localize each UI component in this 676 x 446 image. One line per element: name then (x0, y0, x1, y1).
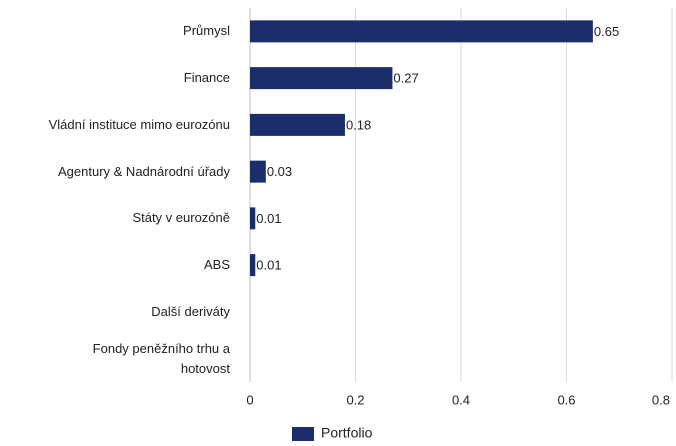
data-label: 0.27 (393, 71, 418, 86)
bar (250, 160, 266, 183)
data-label: 0.18 (346, 117, 371, 132)
data-label: 0.03 (267, 164, 292, 179)
bar (250, 67, 393, 90)
x-tick-label: 0.6 (557, 392, 575, 407)
x-tick-label: 0 (246, 392, 253, 407)
y-tick-label: ABS (203, 257, 230, 273)
y-tick-label: Státy v eurozóně (132, 210, 230, 226)
data-label: 0.01 (256, 211, 281, 226)
y-tick-label: Další deriváty (151, 303, 230, 319)
y-tick-label: Průmysl (183, 23, 230, 39)
legend-swatch (292, 427, 314, 441)
legend-label: Portfolio (321, 425, 373, 441)
data-label: 0.01 (256, 258, 281, 273)
x-tick-label: 0.4 (452, 392, 470, 407)
bar (250, 254, 256, 277)
x-tick-label: 0.2 (346, 392, 364, 407)
data-label: 0.65 (594, 24, 619, 39)
y-tick-label: Vládní instituce mimo eurozónu (48, 116, 230, 132)
bar (250, 20, 593, 43)
y-tick-label: Finance (183, 70, 230, 86)
y-tick-label: Agentury & Nadnárodní úřady (58, 163, 230, 179)
y-tick-label: Fondy peněžního trhu a hotovost (92, 340, 230, 376)
bar (250, 207, 256, 230)
bar (250, 113, 345, 136)
x-tick-label: 0.8 (652, 392, 670, 407)
